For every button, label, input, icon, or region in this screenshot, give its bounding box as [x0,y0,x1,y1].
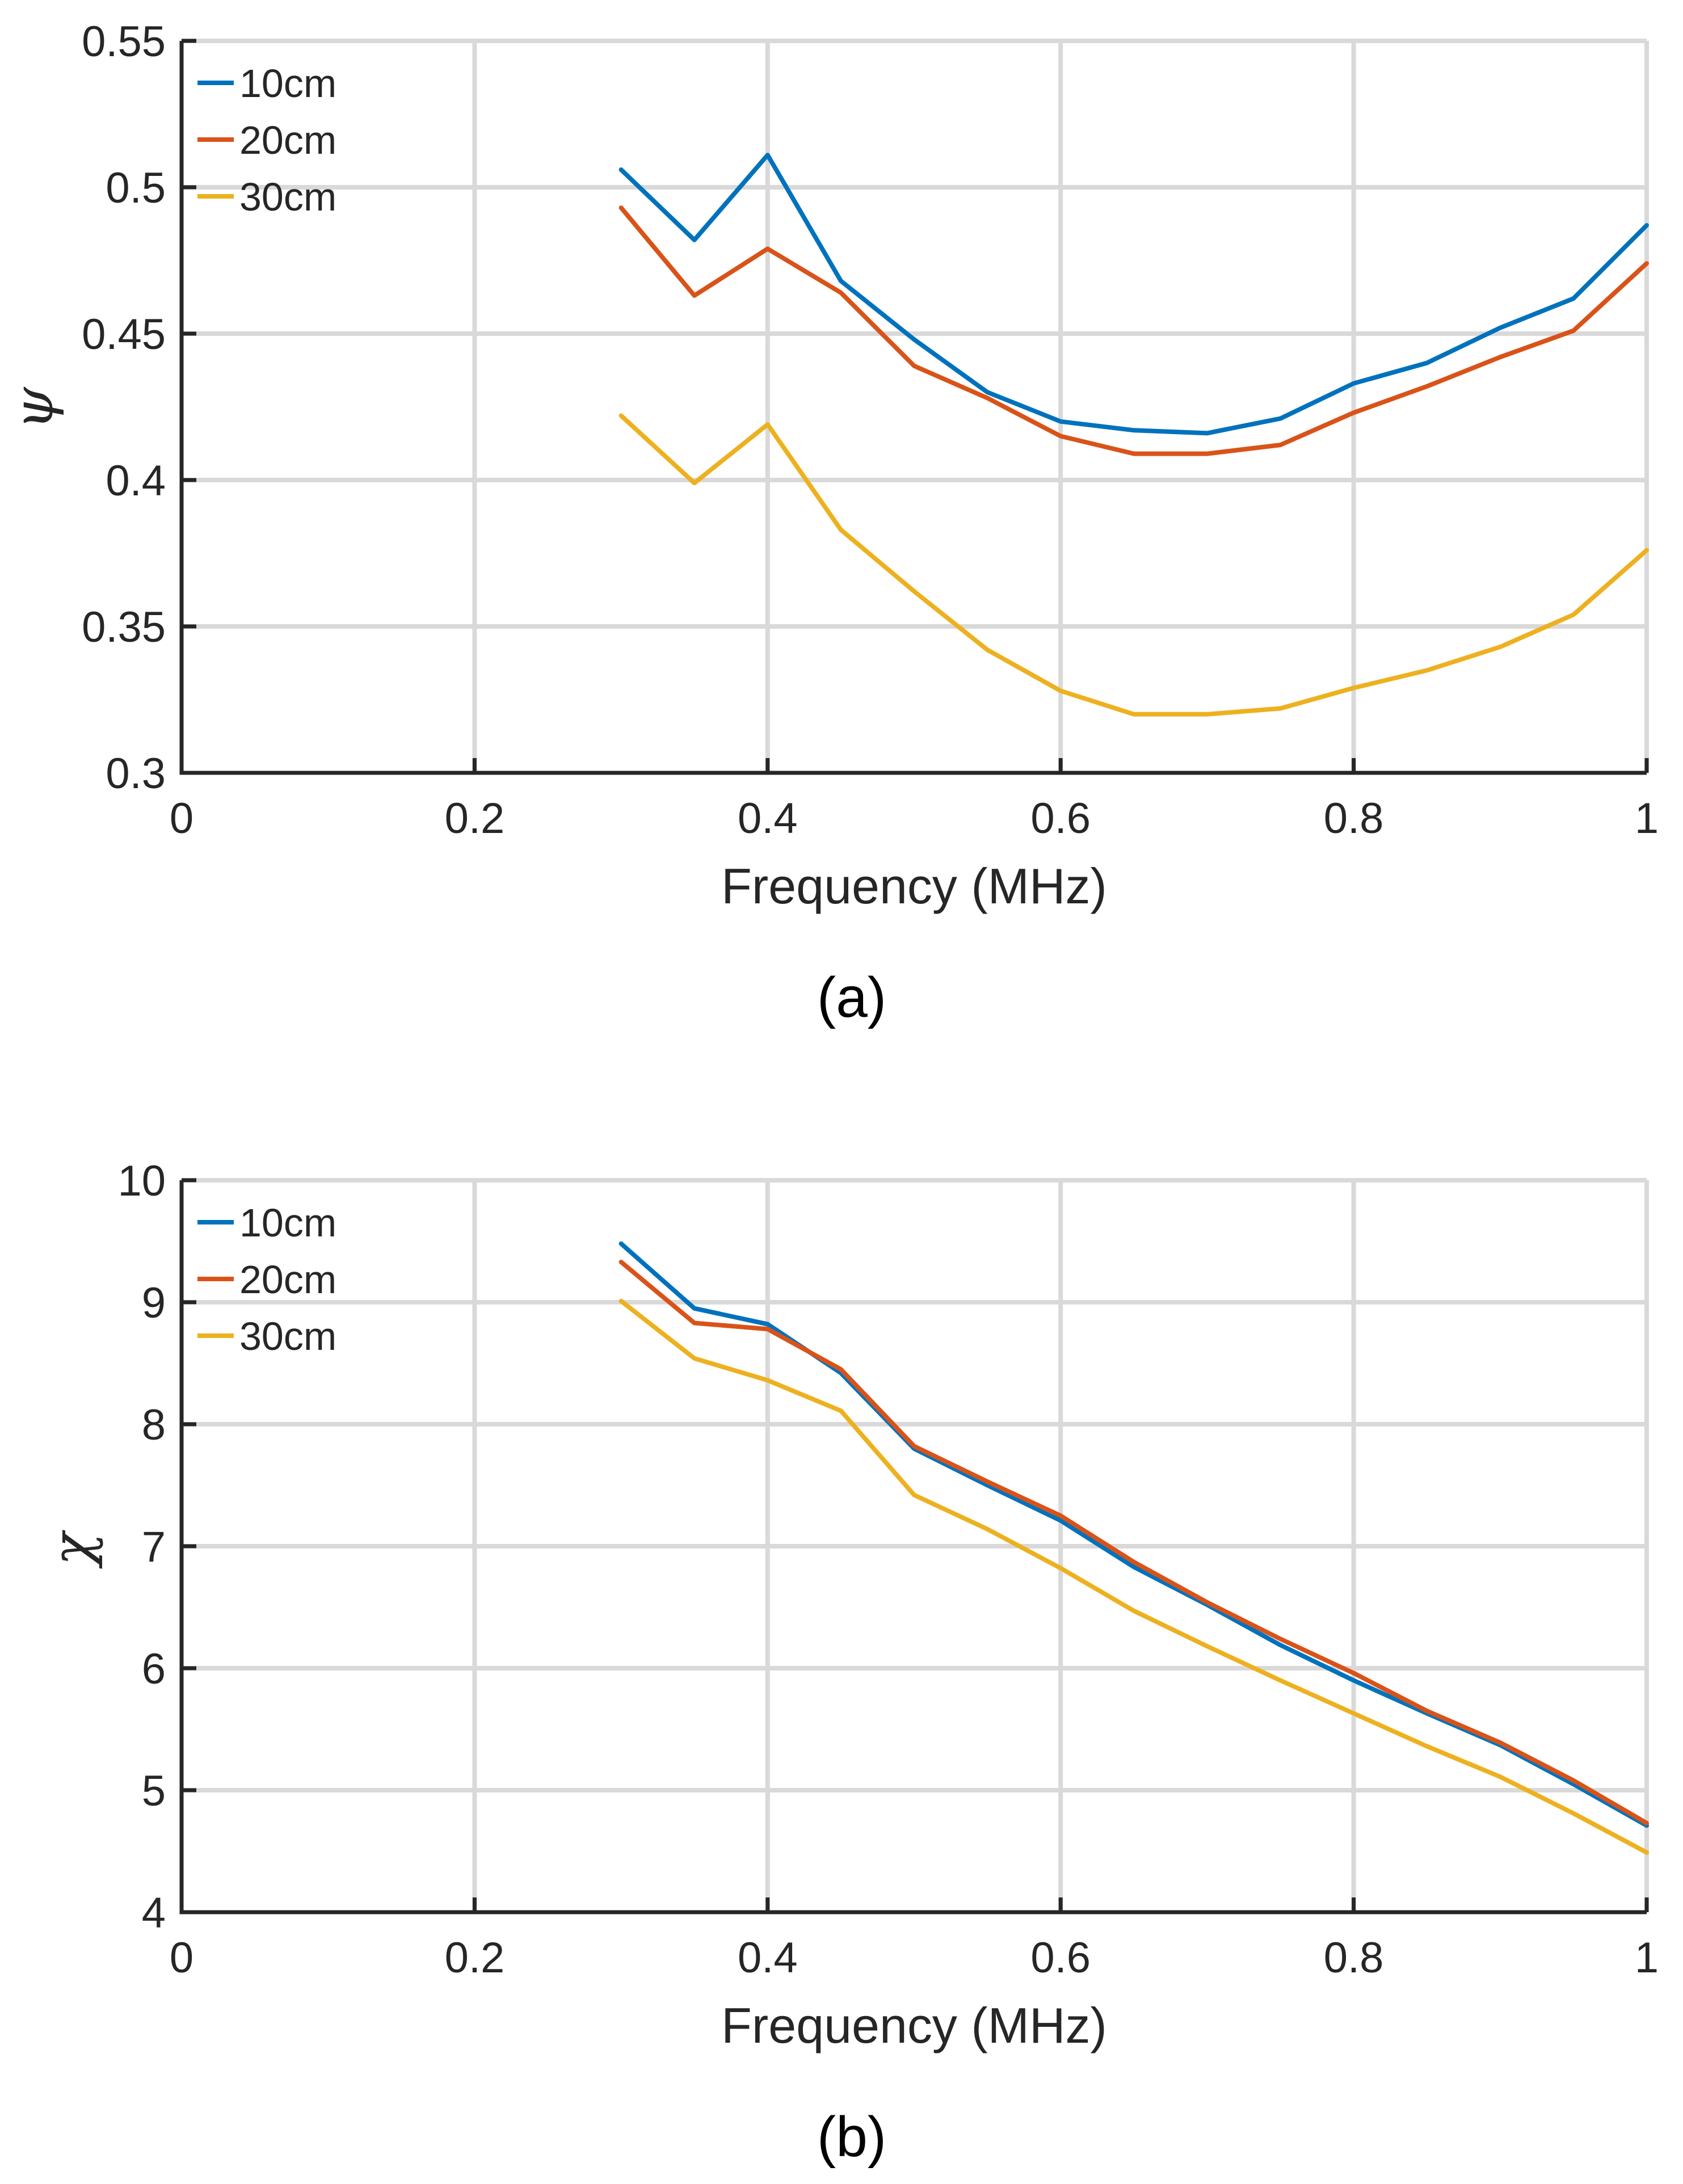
series-line-20cm [618,205,1649,456]
x-tick-label: 0.4 [738,1934,798,1982]
legend-label-10cm: 10cm [239,61,336,106]
x-tick-label: 1 [1635,794,1659,843]
x-tick-label: 0.8 [1324,794,1384,843]
series-line-20cm [618,1260,1649,1825]
x-tick-label: 0.2 [445,1934,505,1982]
legend: 10cm 20cm 30cm [197,1201,336,1358]
y-tick-label: 6 [142,1645,166,1693]
panel-a: 0 0.2 0.4 0.6 0.8 1 0.3 0.35 0.4 0.45 0.5 0.55 Frequ… [2,18,1659,1029]
axes [179,41,1647,775]
y-tick-label: 5 [142,1767,166,1815]
x-tick-label: 0 [170,1934,193,1982]
x-tick-label: 0.8 [1324,1934,1384,1982]
y-tick-label: 4 [142,1889,166,1937]
y-axis-label: χ [40,1530,104,1569]
y-tick-label: 0.55 [82,18,166,66]
series-line-10cm [618,153,1649,436]
x-axis-label: Frequency (MHz) [721,858,1107,914]
x-tick-label: 0.6 [1030,794,1091,843]
panel-caption: (b) [817,2105,886,2169]
y-axis-label: ψ [2,386,65,430]
panel-b: 0 0.2 0.4 0.6 0.8 1 4 5 6 7 8 9 10 Frequency (MHz) χ 10… [40,1157,1659,2169]
x-tick-label: 0.2 [445,794,505,843]
x-axis-label: Frequency (MHz) [721,1997,1107,2053]
x-tick-label: 0.6 [1030,1934,1091,1982]
y-tick-label: 0.35 [82,603,166,651]
y-tick-label: 0.4 [106,457,166,505]
legend-label-20cm: 20cm [239,1257,336,1302]
x-tick-label: 0 [170,794,193,843]
x-tick-label: 1 [1635,1934,1659,1982]
legend: 10cm 20cm 30cm [197,61,336,219]
legend-label-20cm: 20cm [239,118,336,162]
y-tick-label: 7 [142,1523,166,1571]
panel-caption: (a) [817,966,886,1029]
y-tick-label: 9 [142,1279,166,1327]
series-line-30cm [618,1298,1649,1855]
legend-label-10cm: 10cm [239,1201,336,1245]
y-tick-label: 8 [142,1401,166,1449]
y-tick-label: 10 [117,1157,166,1205]
y-tick-label: 0.45 [82,310,166,359]
legend-label-30cm: 30cm [239,175,336,219]
y-tick-label: 0.3 [106,750,166,798]
series-line-30cm [618,413,1649,717]
x-tick-label: 0.4 [738,794,798,843]
legend-label-30cm: 30cm [239,1314,336,1358]
y-tick-label: 0.5 [106,164,166,212]
